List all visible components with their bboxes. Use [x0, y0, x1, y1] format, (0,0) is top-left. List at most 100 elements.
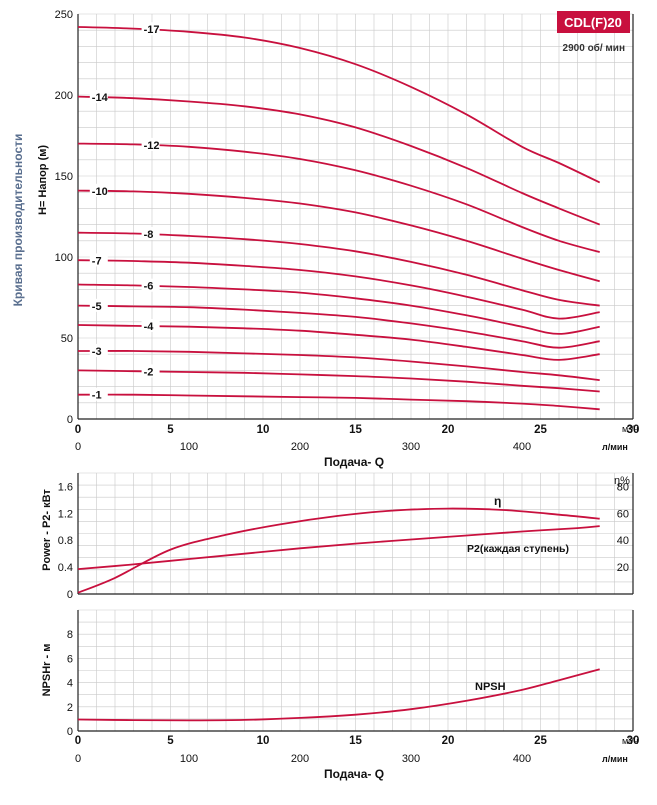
npsh-axis-title: NPSHr - м: [41, 644, 53, 697]
model-badge: CDL(F)20: [564, 15, 622, 30]
head-curve--5: [77, 304, 600, 349]
head-y-tick-label: 50: [61, 333, 73, 345]
npsh-curve-label: NPSH: [475, 681, 506, 693]
stage-label: -5: [92, 301, 102, 313]
head-y-tick-label: 0: [67, 414, 73, 426]
head-curve--14: [77, 95, 601, 226]
npsh-x-tick-label: 5: [167, 735, 174, 747]
head-curve--8: [77, 231, 600, 307]
npsh-x2-tick-label: 400: [513, 753, 531, 765]
head-x-tick-label: 25: [534, 424, 547, 436]
head-x2-tick-label: 300: [402, 441, 420, 453]
head-x-tick-label: 15: [349, 424, 362, 436]
stage-label: -2: [144, 366, 154, 378]
npsh-x2-tick-label: 0: [75, 753, 81, 765]
head-y-tick-label: 150: [55, 171, 73, 183]
stage-label-bg: [141, 364, 160, 378]
stage-label-bg: [141, 278, 160, 292]
eff-curve-label: η: [494, 494, 501, 508]
power_efficiency-y-tick-label: 0.4: [58, 562, 73, 574]
head-curve--17: [77, 26, 601, 184]
model-badge-bg: [557, 11, 630, 33]
stage-label-bg: [89, 387, 108, 401]
stage-label-bg: [141, 319, 160, 333]
power_efficiency-y-tick-label: 1.2: [58, 508, 73, 520]
npsh-y-tick-label: 6: [67, 653, 73, 665]
stage-label: -7: [92, 255, 102, 267]
stage-label: -12: [144, 140, 160, 152]
stage-label: -14: [92, 92, 109, 104]
stage-label-bg: [141, 137, 160, 151]
head-curve--6: [77, 283, 600, 335]
power_efficiency-y-tick-label: 0.8: [58, 535, 73, 547]
npsh-x2-tick-label: 200: [291, 753, 309, 765]
npsh-x-tick-label: 10: [257, 735, 270, 747]
stage-label-bg: [89, 298, 108, 312]
power_efficiency-curve-P2(каждая ступень): [77, 525, 600, 570]
power_efficiency-y-tick-label: 1.6: [58, 481, 73, 493]
stage-label-bg: [89, 90, 108, 104]
head-x2-tick-label: 100: [180, 441, 198, 453]
power-axis-title: Power - P2- кВт: [41, 489, 53, 571]
head-axis-title: H= Напор (м): [37, 145, 49, 215]
npsh-x-tick-label: 15: [349, 735, 362, 747]
x-title-top: Подача- Q: [324, 455, 384, 469]
power_efficiency-y2-tick-label: 60: [617, 508, 629, 520]
head-y-tick-label: 250: [55, 9, 73, 21]
power_efficiency-y2-tick-label: 40: [617, 535, 629, 547]
unit-m3h-bottom: м³/ч: [622, 736, 639, 746]
stage-label: -10: [92, 186, 108, 198]
stage-label-bg: [89, 343, 108, 357]
stage-label: -3: [92, 346, 102, 358]
speed-label: 2900 об/ мин: [563, 42, 625, 54]
unit-m3h-top: м³/ч: [622, 424, 639, 434]
stage-label-bg: [89, 253, 108, 267]
npsh-x-tick-label: 0: [75, 735, 81, 747]
npsh-curve-NPSH: [77, 668, 600, 722]
npsh-x-tick-label: 30: [627, 735, 640, 747]
head-x-tick-label: 5: [167, 424, 174, 436]
npsh-x2-tick-label: 100: [180, 753, 198, 765]
head-x2-tick-label: 200: [291, 441, 309, 453]
stage-label-bg: [141, 22, 160, 36]
power_efficiency-curve-η: [77, 507, 600, 594]
power_efficiency-y2-tick-label: 20: [617, 562, 629, 574]
head-x-tick-label: 30: [627, 424, 640, 436]
head-x2-tick-label: 400: [513, 441, 531, 453]
stage-label: -17: [144, 24, 160, 36]
head-x2-tick-label: 0: [75, 441, 81, 453]
unit-lmin-bottom: л/мин: [602, 754, 628, 764]
stage-label-bg: [89, 183, 108, 197]
stage-label: -8: [144, 229, 154, 241]
npsh-y-tick-label: 0: [67, 726, 73, 738]
x-title-bottom: Подача- Q: [324, 767, 384, 781]
npsh-y-tick-label: 8: [67, 629, 73, 641]
eff-unit-label: η%: [614, 475, 630, 487]
side-title: Кривая производительности: [11, 134, 25, 307]
npsh-x-tick-label: 20: [442, 735, 455, 747]
stage-label: -4: [144, 321, 155, 333]
npsh-y-tick-label: 2: [67, 702, 73, 714]
head-x-tick-label: 10: [257, 424, 270, 436]
npsh-y-tick-label: 4: [67, 678, 73, 690]
head-x-tick-label: 20: [442, 424, 455, 436]
head-curve--2: [77, 369, 600, 393]
stage-label: -6: [144, 281, 154, 293]
head-curve--7: [77, 259, 600, 320]
unit-lmin-top: л/мин: [602, 442, 628, 452]
head-y-tick-label: 200: [55, 90, 73, 102]
power-curve-label: P2(каждая ступень): [467, 543, 569, 555]
power_efficiency-y2-tick-label: 80: [617, 481, 629, 493]
npsh-x2-tick-label: 300: [402, 753, 420, 765]
head-y-tick-label: 100: [55, 252, 73, 264]
npsh-x-tick-label: 25: [534, 735, 547, 747]
head-x-tick-label: 0: [75, 424, 81, 436]
head-curve--4: [77, 324, 600, 361]
stage-label: -1: [92, 390, 102, 402]
head-curve--3: [77, 350, 600, 381]
head-curve--10: [77, 189, 600, 283]
power_efficiency-y-tick-label: 0: [67, 589, 73, 601]
head-curve--1: [77, 393, 600, 411]
